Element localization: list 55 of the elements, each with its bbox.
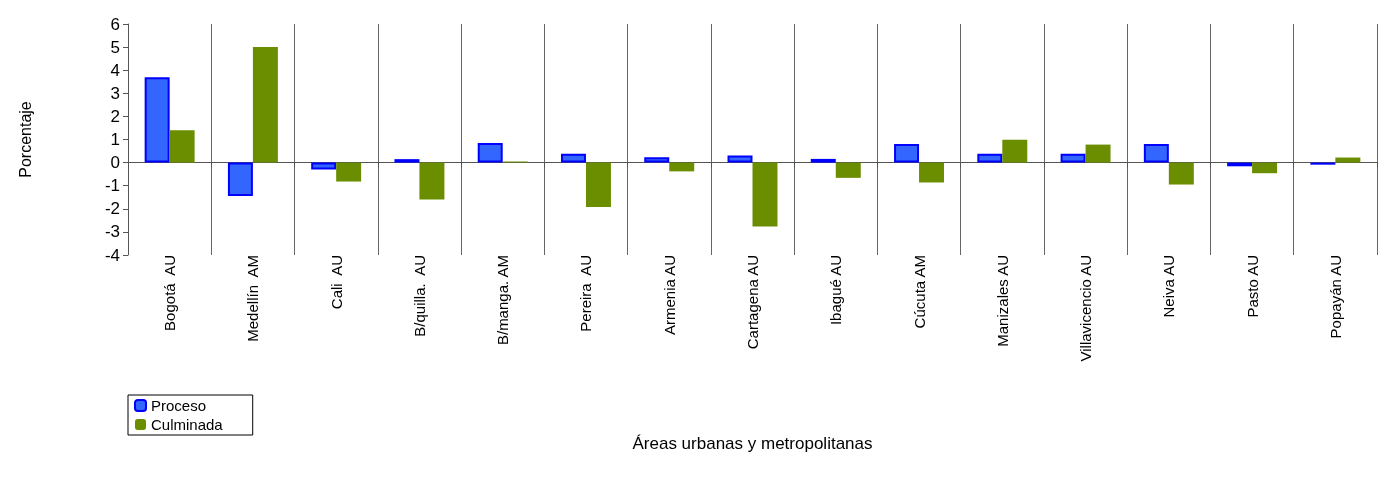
x-tick-label: Pasto AU <box>1243 255 1261 318</box>
x-tick-label: Cali AU <box>327 255 345 310</box>
x-tick-label: B/manga. AM <box>494 255 512 346</box>
y-tick-label: 4 <box>110 60 120 80</box>
x-tick-label: Ibagué AU <box>827 255 845 326</box>
x-tick-label: Cúcuta AM <box>910 255 928 329</box>
y-axis-title: Porcentaje <box>16 101 34 178</box>
x-tick-label: Manizales AU <box>993 255 1011 347</box>
bar <box>669 162 695 172</box>
y-tick-label: 1 <box>110 130 120 149</box>
bar <box>1085 144 1111 163</box>
bar <box>477 142 503 163</box>
bar <box>1168 162 1194 185</box>
y-tick-label: -4 <box>104 245 120 265</box>
x-tick-label: Cartagena AU <box>744 255 761 350</box>
bar <box>336 162 362 182</box>
x-tick-label: Popayán AU <box>1326 255 1344 339</box>
y-tick-label: -1 <box>104 176 120 196</box>
bar <box>1002 139 1028 163</box>
bar <box>169 130 195 163</box>
bar <box>1060 153 1086 163</box>
bar <box>419 162 445 200</box>
x-axis-title: Áreas urbanas y metropolitanas <box>632 434 873 453</box>
x-tick-label: Bogotá AU <box>161 255 179 331</box>
x-tick-label: B/quilla. AU <box>410 255 428 337</box>
bar <box>311 162 337 170</box>
bar <box>727 155 753 163</box>
x-tick-label: Pereira AU <box>577 255 595 332</box>
bar <box>977 153 1003 163</box>
legend-label: Proceso <box>151 397 207 414</box>
y-tick-label: -2 <box>104 199 120 219</box>
x-tick-label: Neiva AU <box>1160 255 1178 318</box>
y-tick-label: -3 <box>104 222 120 242</box>
y-tick-label: 6 <box>110 14 120 34</box>
bar <box>1143 144 1169 163</box>
bar <box>894 144 920 163</box>
bar <box>835 162 861 178</box>
x-tick-label: Armenia AU <box>660 255 678 336</box>
y-tick-label: 3 <box>110 83 120 103</box>
bar <box>752 162 778 227</box>
x-tick-label: Villavicencio AU <box>1077 255 1095 362</box>
bar <box>144 77 170 163</box>
legend-label: Culminada <box>151 416 224 433</box>
bar <box>560 153 586 163</box>
bar <box>1252 162 1278 174</box>
bar <box>1335 157 1361 163</box>
y-tick-label: 2 <box>110 106 120 126</box>
bar <box>644 157 670 163</box>
y-tick-label: 0 <box>110 153 120 173</box>
bar <box>585 162 611 207</box>
x-tick-label: Medellín AM <box>244 255 262 342</box>
y-tick-label: 5 <box>110 37 120 57</box>
bar <box>919 162 945 183</box>
bar <box>227 162 253 197</box>
bar <box>252 47 278 163</box>
